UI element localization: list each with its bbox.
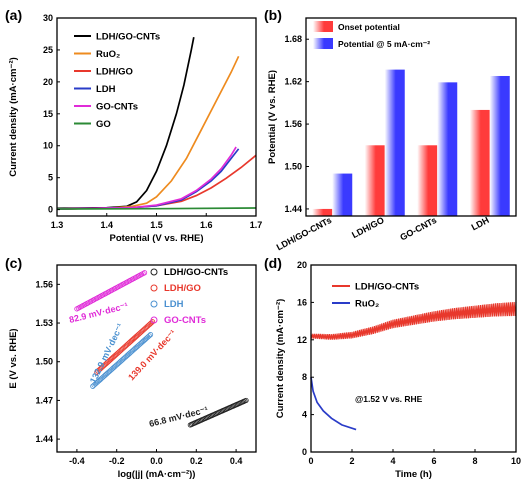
annotation: @1.52 V vs. RHE xyxy=(355,394,423,404)
x-axis-tick-label: 1.3 xyxy=(51,220,64,230)
y-axis-title: Current density (mA·cm⁻²) xyxy=(8,57,19,177)
y-axis-tick-label: 1.68 xyxy=(284,34,302,44)
bar xyxy=(384,69,405,216)
legend-marker xyxy=(150,268,158,276)
panel-label: (d) xyxy=(264,255,282,271)
x-axis-tick-label: 6 xyxy=(431,456,436,466)
data-point xyxy=(141,270,148,276)
legend-entry: GO xyxy=(96,119,111,130)
y-axis-title: E (V vs. RHE) xyxy=(8,328,19,388)
y-axis-tick-label: 1.50 xyxy=(284,162,302,172)
y-axis-tick-label: 0 xyxy=(302,447,307,457)
y-axis-tick-label: 20 xyxy=(297,260,307,270)
y-axis-tick-label: 1.44 xyxy=(35,434,53,444)
x-axis-tick-label: -0.4 xyxy=(69,456,85,466)
series-line xyxy=(56,146,237,210)
y-axis-tick-label: 25 xyxy=(43,45,53,55)
legend-entry: GO-CNTs xyxy=(164,315,206,326)
legend-marker xyxy=(150,284,158,292)
data-point xyxy=(146,333,152,339)
y-axis-tick-label: 1.47 xyxy=(35,395,53,405)
x-axis-tick-label: -0.2 xyxy=(109,456,125,466)
panel-label: (b) xyxy=(264,7,282,23)
data-point xyxy=(149,319,156,325)
x-axis-title: Time (h) xyxy=(395,469,432,480)
legend-entry: LDH/GO-CNTs xyxy=(164,267,228,278)
y-axis-tick-label: 10 xyxy=(43,141,53,151)
bar xyxy=(312,208,333,216)
legend-entry: LDH xyxy=(96,84,116,95)
bar xyxy=(364,145,385,216)
x-axis-tick-label: 10 xyxy=(511,456,521,466)
y-axis-tick-label: 16 xyxy=(297,297,307,307)
y-axis-tick-label: 5 xyxy=(48,173,53,183)
series-line xyxy=(310,301,517,340)
x-axis-tick-label: 1.5 xyxy=(150,220,163,230)
x-axis-tick-label: 0.0 xyxy=(150,456,163,466)
x-axis-tick-label: 4 xyxy=(390,456,395,466)
x-axis-title: log(|j| (mA·cm⁻²)) xyxy=(118,469,196,480)
tafel-slope-label: 82.9 mV·dec⁻¹ xyxy=(68,301,129,325)
legend-entry: Potential @ 5 mA·cm⁻² xyxy=(338,39,430,49)
x-axis-tick-label: 8 xyxy=(472,456,477,466)
legend-entry: LDH/GO-CNTs xyxy=(96,32,160,43)
y-axis-tick-label: 1.56 xyxy=(284,119,302,129)
panel-label: (c) xyxy=(5,255,22,271)
x-axis-tick-label: 1.4 xyxy=(100,220,113,230)
panel-label: (a) xyxy=(5,7,22,23)
y-axis-tick-label: 1.56 xyxy=(35,279,53,289)
x-axis-tick-label: 0 xyxy=(308,456,313,466)
x-axis-tick-label: 0.2 xyxy=(190,456,203,466)
legend-swatch xyxy=(313,21,333,32)
legend-entry: LDH xyxy=(164,299,184,310)
x-axis-tick-label: 0.4 xyxy=(230,456,243,466)
y-axis-title: Current density (mA·cm⁻²) xyxy=(275,299,286,419)
legend-entry: Onset potential xyxy=(338,22,400,32)
bar xyxy=(437,82,458,216)
legend-entry: LDH/GO xyxy=(164,283,201,294)
bar xyxy=(332,173,353,216)
legend-entry: GO-CNTs xyxy=(96,102,138,113)
category-label: GO-CNTs xyxy=(398,215,438,243)
bar xyxy=(489,75,510,216)
y-axis-tick-label: 15 xyxy=(43,109,53,119)
legend-entry: LDH/GO-CNTs xyxy=(355,282,419,293)
legend-entry: LDH/GO xyxy=(96,67,133,78)
bar xyxy=(417,145,438,216)
y-axis-tick-label: 8 xyxy=(302,372,307,382)
x-axis-tick-label: 1.7 xyxy=(250,220,263,230)
x-axis-tick-label: 2 xyxy=(349,456,354,466)
legend-marker xyxy=(150,316,158,324)
y-axis-tick-label: 4 xyxy=(302,410,307,420)
series-line xyxy=(310,377,357,431)
x-axis-title: Potential (V vs. RHE) xyxy=(110,233,204,244)
y-axis-tick-label: 30 xyxy=(43,13,53,23)
y-axis-tick-label: 12 xyxy=(297,335,307,345)
legend-marker xyxy=(150,300,158,308)
y-axis-tick-label: 1.50 xyxy=(35,357,53,367)
data-point xyxy=(243,397,249,404)
series-line xyxy=(56,207,257,210)
y-axis-title: Potential (V vs. RHE) xyxy=(267,70,278,164)
legend-swatch xyxy=(313,38,333,49)
y-axis-tick-label: 1.53 xyxy=(35,318,53,328)
bar xyxy=(469,109,490,216)
legend-entry: RuO₂ xyxy=(96,49,120,60)
category-label: LDH xyxy=(470,215,491,233)
tafel-slope-label: 66.8 mV·dec⁻¹ xyxy=(148,405,209,429)
panel-d-frame xyxy=(310,264,517,453)
category-label: LDH/GO-CNTs xyxy=(275,215,333,252)
data-point xyxy=(147,332,154,338)
y-axis-tick-label: 1.44 xyxy=(284,204,302,214)
y-axis-tick-label: 1.62 xyxy=(284,77,302,87)
x-axis-tick-label: 1.6 xyxy=(200,220,213,230)
y-axis-tick-label: 0 xyxy=(48,205,53,215)
y-axis-tick-label: 20 xyxy=(43,77,53,87)
series-line xyxy=(56,55,240,210)
legend-entry: RuO₂ xyxy=(355,299,379,310)
panel-a-frame xyxy=(56,17,257,217)
panel-b-frame xyxy=(305,17,517,217)
category-label: LDH/GO xyxy=(350,215,386,240)
